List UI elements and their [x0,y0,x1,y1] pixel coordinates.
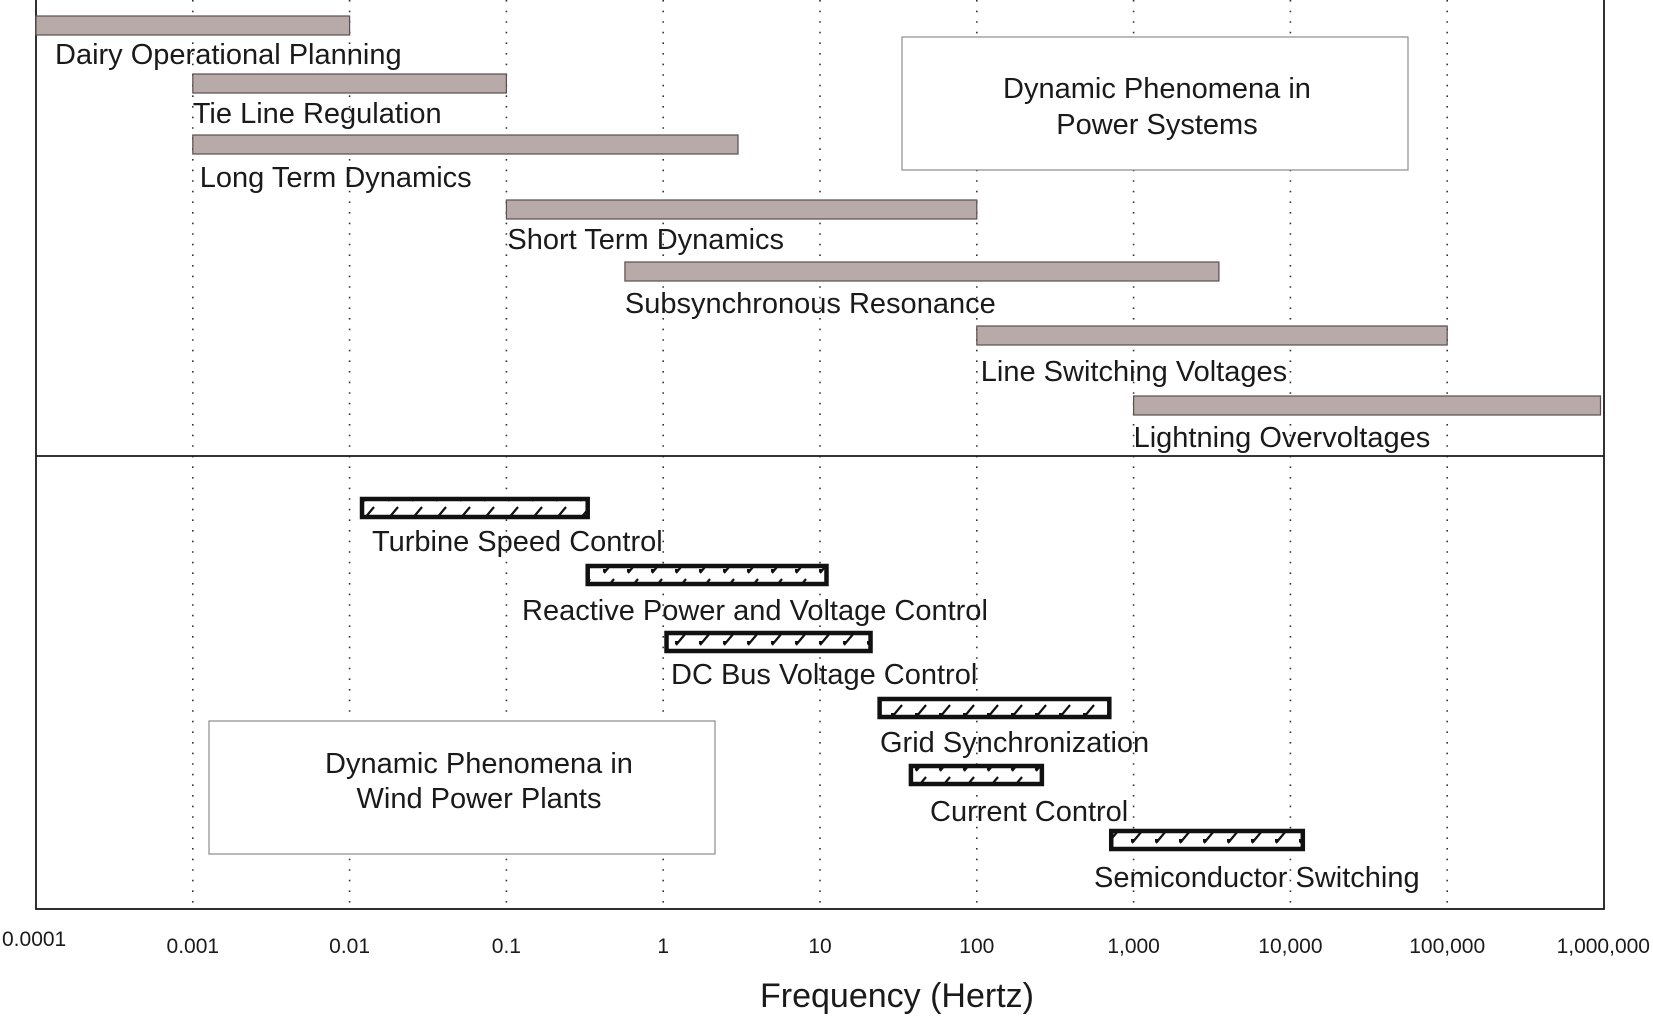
x-tick-label: 1,000,000 [1557,935,1650,958]
power-range-bar [35,15,351,36]
power-systems-box [901,36,1409,171]
x-tick-label: 10 [808,935,831,958]
wind-bar-label: Grid Synchronization [880,727,1149,759]
power-range-bar [192,134,739,155]
wind-bar-label: Semiconductor Switching [1094,862,1420,894]
x-tick-label: 0.0001 [2,928,66,951]
wind-bar-label: Turbine Speed Control [372,526,663,558]
x-tick-label: 0.01 [329,935,370,958]
power-range-bar [624,261,1220,282]
x-tick-label: 0.001 [167,935,220,958]
x-tick-label: 1,000 [1107,935,1160,958]
wind-range-bar [877,696,1112,720]
x-axis-title: Frequency (Hertz) [760,977,1034,1015]
power-range-bar [505,199,978,220]
power-bar-label: Long Term Dynamics [200,162,472,194]
power-range-bar [976,325,1448,346]
plot-frame [35,0,1605,910]
power-bar-label: Lightning Overvoltages [1134,422,1431,454]
wind-plants-title-line-1: Dynamic Phenomena in [325,748,633,780]
wind-bar-label: DC Bus Voltage Control [671,659,977,691]
wind-plants-title-box: Dynamic Phenomena in Wind Power Plants [208,720,716,855]
x-axis-tick-labels: 0.0001 0.001 0.01 0.1 1 10 100 1,000 10,000 100,0… [2,928,1650,958]
x-tick-label: 100,000 [1409,935,1485,958]
wind-range-bar [908,763,1045,787]
x-tick-label: 10,000 [1258,935,1322,958]
wind-bar-label: Reactive Power and Voltage Control [522,595,988,627]
wind-plants-bars: Turbine Speed Control Reactive Power and … [359,496,1420,894]
wind-range-bar [359,496,590,520]
power-bar-label: Line Switching Voltages [981,356,1287,388]
wind-plants-box [208,720,716,855]
power-systems-title-line-2: Power Systems [1056,109,1257,141]
wind-bar-label: Current Control [930,796,1128,828]
power-systems-bars: Dairy Operational Planning Tie Line Regul… [35,15,1602,454]
power-bar-label: Dairy Operational Planning [55,39,402,71]
power-systems-title-line-1: Dynamic Phenomena in [1003,73,1311,105]
x-tick-label: 100 [959,935,994,958]
x-tick-label: 1 [657,935,669,958]
power-bar-label: Tie Line Regulation [193,98,442,130]
x-tick-label: 0.1 [492,935,521,958]
wind-plants-title-line-2: Wind Power Plants [357,783,602,815]
power-range-bar [1132,395,1602,416]
power-bar-label: Subsynchronous Resonance [625,288,996,320]
wind-range-bar [585,563,829,587]
power-systems-title-box: Dynamic Phenomena in Power Systems [901,36,1409,171]
power-range-bar [192,73,508,94]
wind-range-bar [1108,828,1306,852]
power-bar-label: Short Term Dynamics [507,224,784,256]
wind-range-bar [664,630,873,654]
